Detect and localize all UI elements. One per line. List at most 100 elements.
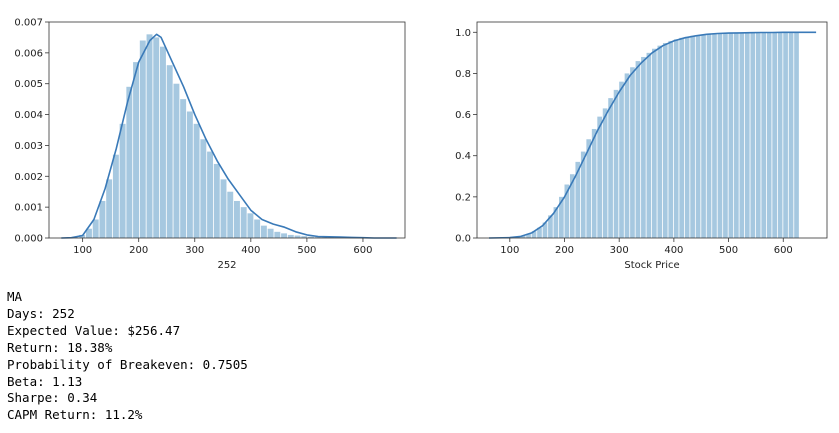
density-kde-line xyxy=(61,33,397,239)
density-bar xyxy=(92,219,99,238)
cumulative-bar xyxy=(723,33,728,238)
density-bar xyxy=(106,179,113,238)
cumulative-bar xyxy=(679,37,685,239)
density-bar xyxy=(207,151,214,238)
density-bar xyxy=(126,86,133,238)
density-x-tick-label: 500 xyxy=(297,245,316,256)
density-bar xyxy=(99,200,106,238)
cumulative-bar xyxy=(575,161,581,238)
output-expected-value: Expected Value: $256.47 xyxy=(7,322,181,338)
density-x-axis-label: 252 xyxy=(217,260,236,271)
cumulative-bar xyxy=(695,35,701,239)
cumulative-bar xyxy=(641,56,646,238)
density-bar xyxy=(146,34,153,238)
output-capm-return: CAPM Return: 11.2% xyxy=(7,407,143,423)
cumulative-bar xyxy=(712,33,717,239)
cumulative-y-tick-label: 0.0 xyxy=(455,234,471,245)
density-bar xyxy=(79,234,86,238)
density-y-tick-label: 0.003 xyxy=(14,141,43,152)
cumulative-y-tick-label: 0.2 xyxy=(455,192,471,203)
density-bar xyxy=(220,179,227,238)
cumulative-bar xyxy=(772,32,777,239)
cumulative-bar xyxy=(673,39,679,238)
cumulative-bar xyxy=(608,98,613,238)
density-bar xyxy=(86,228,92,238)
density-y-tick-label: 0.001 xyxy=(14,203,43,214)
cumulative-bar xyxy=(591,128,597,238)
cumulative-bar xyxy=(690,35,695,239)
density-bar xyxy=(227,191,234,238)
cumulative-bar xyxy=(619,81,624,239)
cumulative-bar xyxy=(668,40,674,238)
output-sharpe: Sharpe: 0.34 xyxy=(7,390,98,406)
cumulative-bar xyxy=(766,32,772,239)
cumulative-x-tick-label: 600 xyxy=(774,245,793,256)
density-bar xyxy=(112,154,119,238)
cumulative-bar xyxy=(788,32,794,239)
cumulative-bar xyxy=(537,227,542,238)
cumulative-histogram-chart: 100 200 300 400 500 600 0.0 0.2 0.4 0.6 0.8 1.0 Stoc… xyxy=(420,0,839,278)
density-bar xyxy=(186,111,193,238)
density-bar xyxy=(160,46,166,238)
cumulative-y-tick-label: 0.4 xyxy=(455,151,471,162)
density-histogram-svg: 100 200 300 400 500 600 0.000 0.001 0.002 0.003 0.… xyxy=(14,18,406,271)
density-x-tick-label: 200 xyxy=(129,245,148,256)
density-bar xyxy=(193,123,200,238)
density-bar xyxy=(180,99,187,239)
cumulative-bar xyxy=(586,139,592,238)
cumulative-bar xyxy=(630,67,635,238)
density-plot-frame xyxy=(48,21,406,239)
cumulative-bar xyxy=(783,32,788,239)
cumulative-cdf-line xyxy=(488,31,817,239)
cumulative-x-tick-label: 400 xyxy=(664,245,683,256)
cumulative-bar xyxy=(777,32,783,239)
cumulative-bar xyxy=(755,32,761,239)
density-histogram-chart: 100 200 300 400 500 600 0.000 0.001 0.002 0.003 0.… xyxy=(0,0,420,278)
cumulative-bar xyxy=(652,48,657,238)
cumulative-y-tick-label: 1.0 xyxy=(455,28,471,39)
cumulative-y-tick-label: 0.6 xyxy=(455,110,471,121)
cumulative-bar xyxy=(531,231,537,238)
density-bar xyxy=(301,236,308,238)
simulation-output: MA Days: 252 Expected Value: $256.47 Ret… xyxy=(7,289,248,424)
density-x-tick-label: 400 xyxy=(241,245,260,256)
density-bar xyxy=(247,213,254,238)
density-x-tick-label: 100 xyxy=(73,245,92,256)
cumulative-bar xyxy=(635,61,641,239)
output-breakeven-probability: Probability of Breakeven: 0.7505 xyxy=(7,356,248,372)
density-bar xyxy=(294,235,301,238)
cumulative-bar xyxy=(526,233,531,238)
cumulative-x-tick-label: 100 xyxy=(500,245,519,256)
density-bar xyxy=(153,37,160,238)
cumulative-x-tick-label: 200 xyxy=(555,245,574,256)
cumulative-bar xyxy=(553,207,559,238)
output-days: Days: 252 xyxy=(7,305,75,321)
cumulative-bar xyxy=(739,32,745,238)
cumulative-bar xyxy=(657,45,663,239)
output-beta: Beta: 1.13 xyxy=(7,373,83,389)
cumulative-bar xyxy=(728,33,734,239)
density-bar xyxy=(240,207,247,238)
cumulative-bar xyxy=(520,235,526,238)
cumulative-bar xyxy=(602,108,608,239)
cumulative-bar xyxy=(706,34,712,238)
cumulative-bar xyxy=(580,151,586,238)
density-x-tick-label: 300 xyxy=(185,245,204,256)
cumulative-bar xyxy=(569,174,575,238)
cumulative-y-tick-label: 0.8 xyxy=(455,69,471,80)
density-bar xyxy=(314,237,321,238)
density-bar xyxy=(173,83,180,238)
cumulative-bar xyxy=(564,184,570,238)
cumulative-bar xyxy=(624,73,630,238)
density-bar xyxy=(281,233,288,238)
cumulative-bar xyxy=(734,32,739,238)
density-bar xyxy=(133,62,140,238)
cumulative-bar xyxy=(717,33,723,238)
cumulative-plot-frame xyxy=(476,21,828,239)
density-bar xyxy=(254,219,261,238)
density-bar xyxy=(267,228,274,238)
density-bar xyxy=(308,236,314,238)
density-y-tick-label: 0.007 xyxy=(14,18,43,29)
density-bar xyxy=(200,139,207,238)
cumulative-bar xyxy=(761,32,767,239)
